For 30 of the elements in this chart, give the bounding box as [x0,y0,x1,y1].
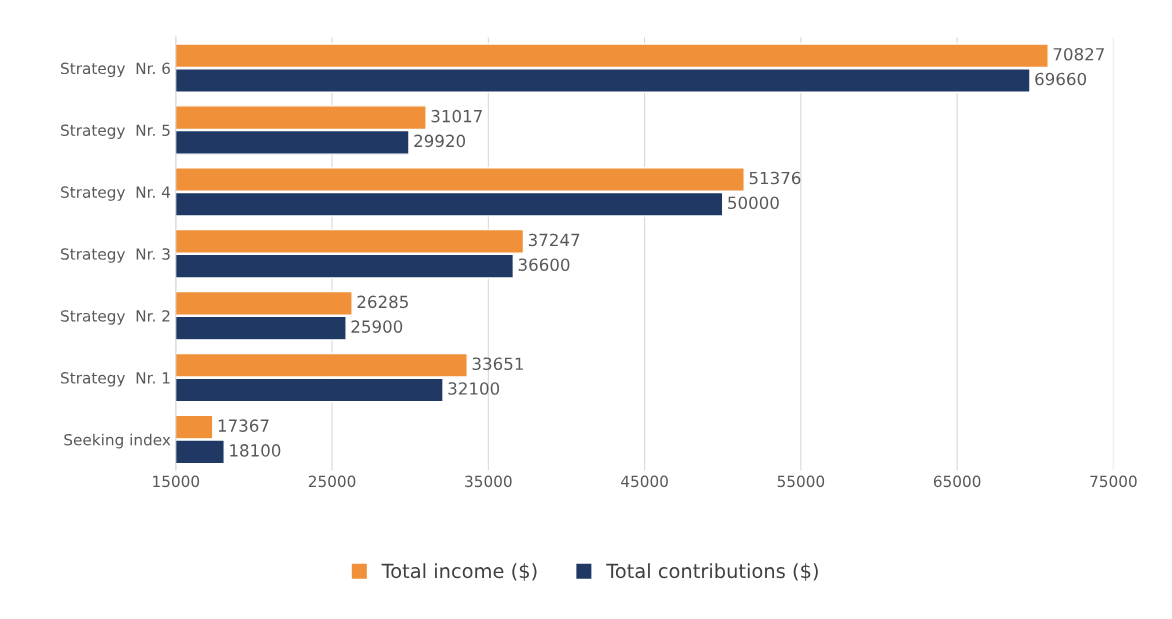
data-label: 29920 [414,134,466,148]
data-label: 31017 [431,109,482,123]
data-label: 32100 [448,382,500,395]
data-label: 51376 [749,171,801,185]
y-tick-label: Strategy Nr. 1 [61,372,170,387]
data-label: 70827 [1053,47,1104,61]
x-tick-label: 45000 [621,475,668,488]
x-tick-label: 55000 [777,475,825,488]
x-tick-label: 65000 [933,475,981,488]
data-label: 37247 [528,233,580,247]
y-tick-label: Strategy Nr. 2 [61,310,170,325]
y-tick-label: Strategy Nr. 5 [61,124,170,139]
x-tick-label: 35000 [465,475,512,488]
y-tick-label: Strategy Nr. 6 [61,62,170,78]
data-label: 26285 [357,295,408,309]
data-label: 50000 [728,196,779,210]
x-tick-label: 25000 [308,475,356,488]
data-label: 17367 [218,419,269,432]
data-label: 18100 [230,444,281,457]
x-tick-label: 75000 [1090,475,1137,488]
x-tick-label: 15000 [153,475,200,488]
data-label: 69660 [1035,72,1087,86]
legend-label: Total income ($) [381,563,537,581]
data-label: 36600 [518,258,570,272]
y-tick-label: Seeking index [64,433,171,449]
y-tick-label: Strategy Nr. 4 [61,186,171,201]
legend-label: Total contributions ($) [606,563,818,581]
y-tick-label: Strategy Nr. 3 [61,248,170,263]
data-label: 25900 [351,320,403,333]
data-label: 33651 [472,357,523,371]
